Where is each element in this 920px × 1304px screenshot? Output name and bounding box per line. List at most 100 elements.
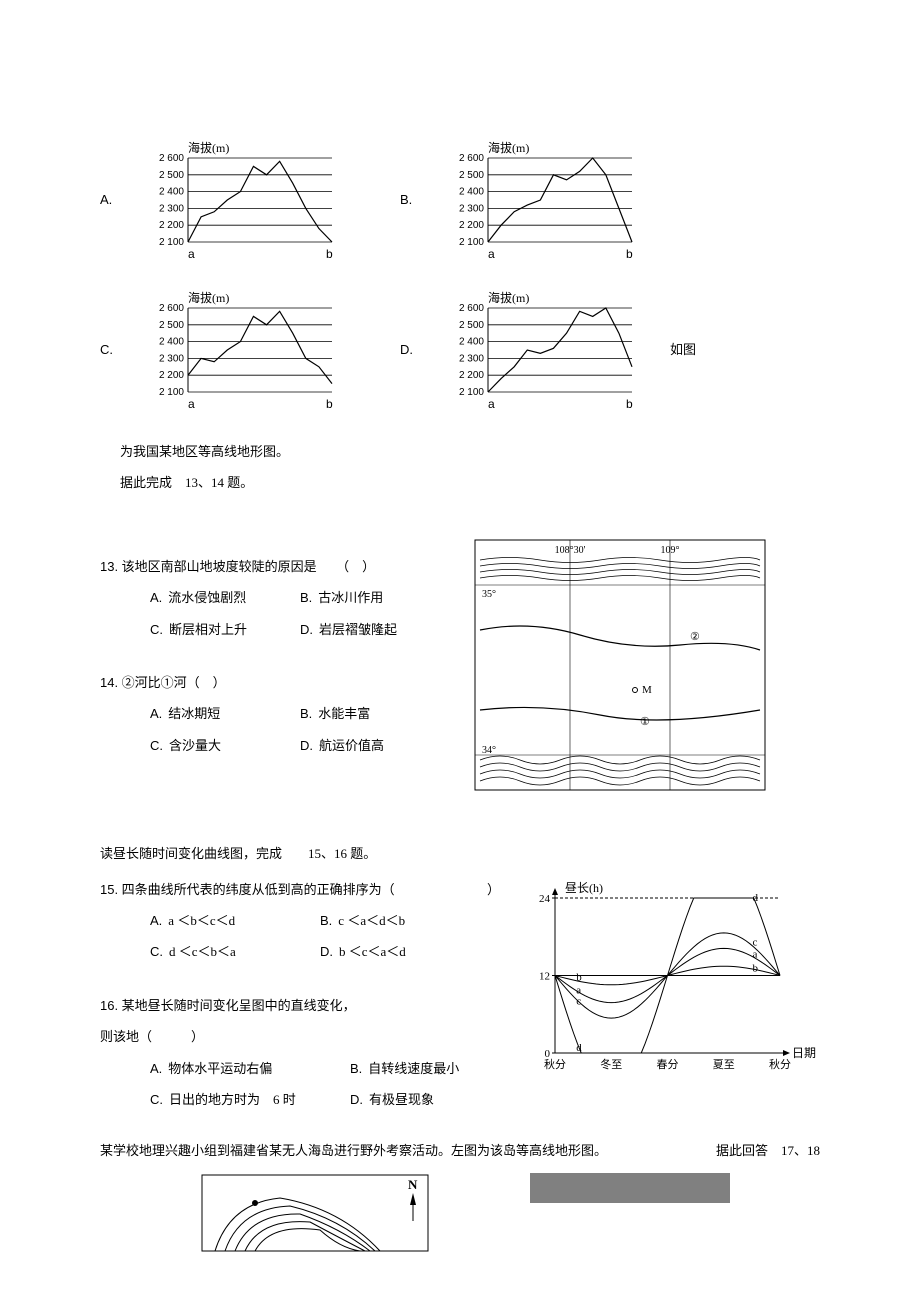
svg-text:b: b [626,247,633,260]
svg-text:a: a [753,948,758,960]
svg-text:2 200: 2 200 [159,370,184,381]
q14-opt-a-text: 结冰期短 [168,702,220,725]
svg-text:2 100: 2 100 [459,237,484,248]
q15-opts-row2: C.d ＜c＜b＜a D.b ＜c＜a＜d [150,940,500,963]
q16-opt-c-text: 日出的地方时为 6 时 [169,1088,296,1111]
q13-opt-c: C.断层相对上升 [150,618,280,641]
svg-text:108°30': 108°30' [555,545,586,556]
q14-opts-row1: A. 结冰期短 B. 水能丰富 [150,702,450,725]
q15-16-left: 15. 四条曲线所代表的纬度从低到高的正确排序为（ ） A.a ＜b＜c＜d B… [100,878,500,1120]
q16-opt-b: B.自转线速度最小 [350,1057,480,1080]
svg-text:2 500: 2 500 [159,170,184,181]
profile-chart-a: 海拔(m)2 6002 5002 4002 3002 2002 100ab [140,140,340,260]
svg-text:2 100: 2 100 [159,387,184,398]
q13-14-left: 13. 该地区南部山地坡度较陡的原因是 （ ） A.流水侵蚀剧烈 B.古冰川作用… [100,535,450,802]
q16-stem2: 则该地（ ） [100,1025,500,1048]
q15-opt-b: B.c ＜a＜d＜b [320,909,450,932]
q16-opt-c: C. 日出的地方时为 6 时 [150,1088,330,1111]
svg-text:2 600: 2 600 [159,153,184,164]
q16-opts-row1: A. 物体水平运动右偏 B.自转线速度最小 [150,1057,500,1080]
svg-text:b: b [753,962,759,974]
svg-text:N: N [408,1177,418,1192]
svg-text:b: b [326,397,333,410]
context3: 某学校地理兴趣小组到福建省某无人海岛进行野外考察活动。左图为该岛等高线地形图。 … [100,1139,820,1162]
q14-opt-a: A. 结冰期短 [150,702,280,725]
q15-opt-c-text: d ＜c＜b＜a [169,940,236,963]
profile-row-2: C. 海拔(m)2 6002 5002 4002 3002 2002 100ab… [100,290,820,410]
svg-text:2 300: 2 300 [159,353,184,364]
q15-stem: 15. 四条曲线所代表的纬度从低到高的正确排序为（ [100,878,395,901]
q14-stem: 14. ②河比①河（ ） [100,671,450,694]
q16-opt-c-label: C. [150,1088,163,1111]
bottom-images: N [200,1173,820,1253]
q16-opt-d-label: D. [350,1088,363,1111]
svg-text:春分: 春分 [657,1058,679,1071]
svg-text:②: ② [690,631,700,643]
svg-text:2 100: 2 100 [159,237,184,248]
q14-opt-b-label: B. [300,702,312,725]
q15-paren: ） [487,878,500,909]
q14-opt-a-label: A. [150,702,162,725]
option-label-c: C. [100,338,140,361]
svg-text:2 600: 2 600 [459,303,484,314]
q15-16-section: 15. 四条曲线所代表的纬度从低到高的正确排序为（ ） A.a ＜b＜c＜d B… [100,878,820,1120]
svg-text:秋分: 秋分 [544,1057,566,1071]
svg-text:2 100: 2 100 [459,387,484,398]
context3-main: 某学校地理兴趣小组到福建省某无人海岛进行野外考察活动。左图为该岛等高线地形图。 [100,1139,607,1162]
svg-text:①: ① [640,716,650,728]
svg-text:a: a [488,247,495,260]
svg-text:c: c [753,936,758,948]
svg-text:2 300: 2 300 [159,203,184,214]
q13-opt-b-text: 古冰川作用 [318,586,383,609]
q13-opt-a-label: A. [150,586,162,609]
q13-opt-d: D.岩层褶皱隆起 [300,618,430,641]
svg-text:35°: 35° [482,589,496,600]
island-map: N [200,1173,430,1253]
svg-text:b: b [326,247,333,260]
q15-opt-d-text: b ＜c＜a＜d [339,940,406,963]
svg-text:2 500: 2 500 [459,170,484,181]
svg-text:海拔(m): 海拔(m) [488,140,529,155]
svg-text:2 300: 2 300 [459,203,484,214]
svg-text:2 600: 2 600 [159,303,184,314]
option-label-a: A. [100,188,140,211]
svg-text:2 500: 2 500 [459,320,484,331]
daylength-chart: 昼长(h)日期24120秋分冬至春分夏至秋分abcdabcd [520,878,820,1120]
profile-chart-d: 海拔(m)2 6002 5002 4002 3002 2002 100ab [440,290,640,410]
q16-stem: 16. 某地昼长随时间变化呈图中的直线变化， [100,994,500,1017]
q14-opt-d-text: 航运价值高 [319,734,384,757]
q16-opt-d-text: 有极昼现象 [369,1088,434,1111]
svg-text:2 300: 2 300 [459,353,484,364]
profile-row-1: A. 海拔(m) 2 600 2 500 2 400 2 300 2 200 2 100 a b… [100,140,820,260]
q16-opt-b-text: 自转线速度最小 [368,1057,459,1080]
q13-opt-b-label: B. [300,586,312,609]
q16-opt-a: A. 物体水平运动右偏 [150,1057,330,1080]
option-label-d: D. [400,338,440,361]
q16-opt-a-text: 物体水平运动右偏 [168,1057,272,1080]
q15-opt-b-label: B. [320,909,332,932]
q14-opt-b-text: 水能丰富 [318,702,370,725]
svg-text:秋分: 秋分 [769,1057,791,1071]
q16-opt-a-label: A. [150,1057,162,1080]
svg-text:12: 12 [539,970,550,982]
q13-14-section: 13. 该地区南部山地坡度较陡的原因是 （ ） A.流水侵蚀剧烈 B.古冰川作用… [100,535,820,802]
svg-text:海拔(m): 海拔(m) [488,290,529,305]
svg-text:2 200: 2 200 [159,220,184,231]
gray-image-placeholder [530,1173,730,1203]
contour-map: 108°30'109°35°34°②①M [470,535,820,802]
svg-text:2 400: 2 400 [159,187,184,198]
q15-opt-a-text: a ＜b＜c＜d [168,909,235,932]
q15-opts-row1: A.a ＜b＜c＜d B.c ＜a＜d＜b [150,909,500,932]
q13-opt-d-text: 岩层褶皱隆起 [319,618,397,641]
q14-opt-d: D.航运价值高 [300,734,430,757]
svg-text:海拔(m): 海拔(m) [188,290,229,305]
q16-opts-row2: C. 日出的地方时为 6 时 D. 有极昼现象 [150,1088,500,1111]
q14-opt-c-text: 含沙量大 [169,734,221,757]
svg-text:d: d [753,892,759,904]
svg-text:2 500: 2 500 [159,320,184,331]
q13-opts-row2: C.断层相对上升 D.岩层褶皱隆起 [150,618,450,641]
context2: 读昼长随时间变化曲线图，完成 15、16 题。 [100,842,820,865]
context-line-1: 为我国某地区等高线地形图。 [120,440,820,463]
svg-text:冬至: 冬至 [600,1057,622,1071]
svg-text:a: a [188,247,195,260]
